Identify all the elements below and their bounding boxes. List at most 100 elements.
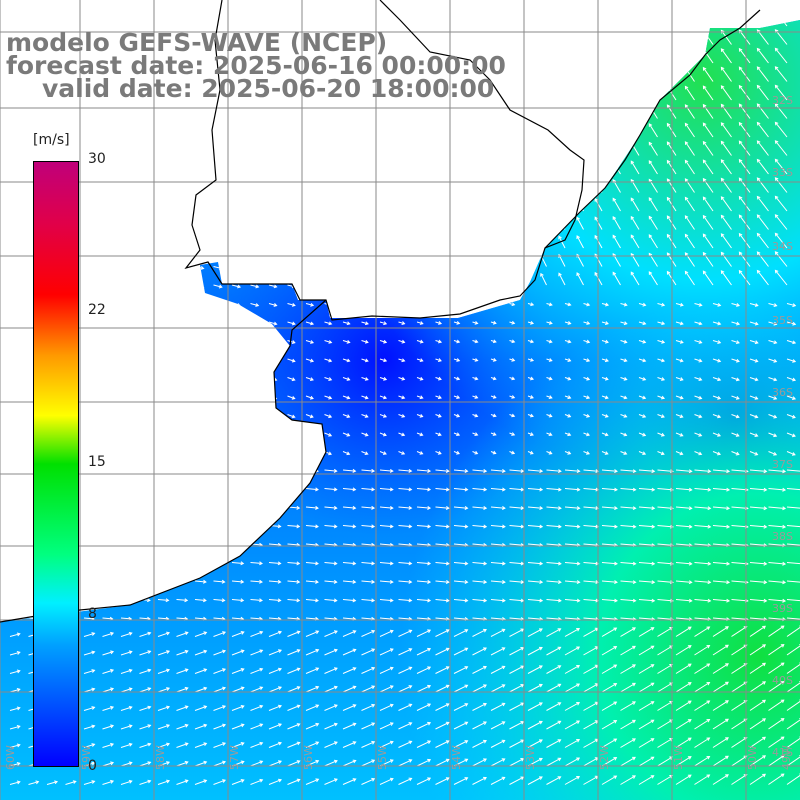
wind-arrow-head	[437, 358, 442, 362]
wind-arrow	[509, 665, 524, 674]
wind-arrow-head	[474, 135, 479, 140]
wind-arrow-head	[310, 247, 315, 252]
wind-arrow	[250, 303, 259, 307]
wind-arrow	[379, 506, 393, 509]
wind-arrow-head	[594, 271, 599, 276]
wind-arrow-head	[221, 579, 226, 584]
wind-arrow-head	[128, 705, 133, 710]
wind-arrow	[731, 599, 748, 602]
wind-arrow-head	[651, 506, 656, 511]
wind-arrow	[768, 506, 786, 509]
wind-arrow	[731, 414, 740, 418]
wind-arrow-head	[240, 760, 245, 765]
wind-arrow	[638, 358, 646, 362]
wind-arrow	[305, 667, 319, 674]
wind-arrow-head	[309, 414, 314, 419]
wind-arrow	[139, 780, 151, 785]
wind-arrow	[9, 599, 20, 601]
wind-arrow-head	[218, 340, 223, 345]
wind-arrow-head	[365, 116, 370, 121]
wind-arrow	[213, 650, 226, 656]
wind-arrow	[28, 81, 40, 83]
wind-arrow	[398, 192, 405, 194]
wind-arrow-head	[427, 505, 432, 510]
wind-arrow	[612, 20, 621, 27]
wind-arrow	[648, 216, 658, 230]
wind-arrow	[712, 506, 730, 509]
wind-arrow-head	[401, 339, 406, 344]
wind-arrow	[612, 235, 621, 249]
wind-arrow-head	[389, 740, 394, 745]
wind-arrow	[342, 599, 356, 602]
wind-arrow-head	[419, 302, 424, 307]
wind-arrow	[342, 414, 350, 418]
wind-arrow	[342, 284, 350, 288]
wind-arrow-head	[773, 358, 778, 363]
wind-arrow-head	[346, 191, 351, 196]
wind-arrow-head	[684, 270, 689, 275]
wind-arrow	[702, 85, 714, 101]
wind-arrow-head	[296, 561, 301, 566]
wind-arrow-head	[464, 629, 469, 633]
wind-arrow	[379, 118, 387, 120]
wind-arrow	[305, 451, 314, 455]
wind-arrow-head	[352, 685, 357, 690]
wind-arrow-head	[255, 247, 260, 252]
wind-arrow-head	[576, 720, 581, 724]
wind-arrow-head	[278, 760, 282, 764]
wind-arrow-head	[594, 68, 599, 73]
wind-arrow-head	[218, 284, 223, 289]
wind-arrow	[231, 451, 240, 456]
wind-arrow	[612, 216, 621, 230]
colorbar-tick-30: 30	[88, 151, 106, 167]
wind-arrow	[583, 701, 599, 711]
wind-arrow-head	[221, 505, 226, 510]
wind-arrow-head	[538, 739, 543, 743]
wind-arrow	[120, 321, 131, 326]
wind-arrow	[157, 321, 168, 326]
wind-arrow	[583, 627, 599, 637]
wind-arrow-head	[91, 724, 96, 729]
wind-arrow	[379, 685, 394, 693]
wind-arrow	[583, 646, 599, 656]
wind-arrow	[250, 395, 259, 400]
wind-arrow-head	[762, 773, 766, 778]
wind-arrow-head	[128, 724, 133, 729]
wind-arrow-head	[791, 433, 796, 438]
wind-arrow-head	[184, 686, 189, 691]
wind-arrow	[702, 122, 714, 138]
wind-arrow	[657, 738, 673, 748]
wind-arrow	[324, 704, 338, 711]
wind-arrow-head	[16, 505, 21, 510]
wind-arrow-head	[754, 433, 759, 437]
wind-arrow	[194, 506, 206, 509]
wind-arrow-head	[756, 103, 761, 108]
wind-arrow	[472, 629, 487, 637]
wind-arrow-head	[464, 740, 469, 744]
wind-arrow	[757, 48, 769, 64]
wind-arrow-head	[371, 524, 376, 529]
wind-arrow	[268, 723, 282, 730]
wind-arrow	[527, 721, 543, 730]
wind-arrow-head	[483, 468, 488, 473]
wind-arrow	[305, 321, 314, 325]
wind-arrow	[324, 266, 332, 269]
wind-arrow	[472, 599, 487, 602]
wind-arrow	[120, 743, 132, 748]
wind-arrow	[712, 395, 721, 400]
wind-arrow-head	[259, 760, 264, 765]
wind-arrow-head	[17, 359, 22, 364]
wind-arrow-head	[567, 413, 572, 418]
wind-arrow	[342, 173, 350, 176]
wind-arrow-head	[383, 265, 388, 270]
wind-arrow-head	[346, 395, 351, 400]
wind-arrow	[472, 155, 478, 157]
wind-arrow	[398, 648, 412, 656]
wind-arrow-head	[427, 777, 432, 781]
wind-arrow-head	[420, 154, 424, 158]
wind-arrow	[620, 599, 636, 602]
wind-arrow-head	[18, 192, 22, 196]
wind-arrow	[65, 155, 76, 158]
wind-arrow-head	[200, 247, 205, 252]
wind-arrow-head	[445, 703, 450, 707]
